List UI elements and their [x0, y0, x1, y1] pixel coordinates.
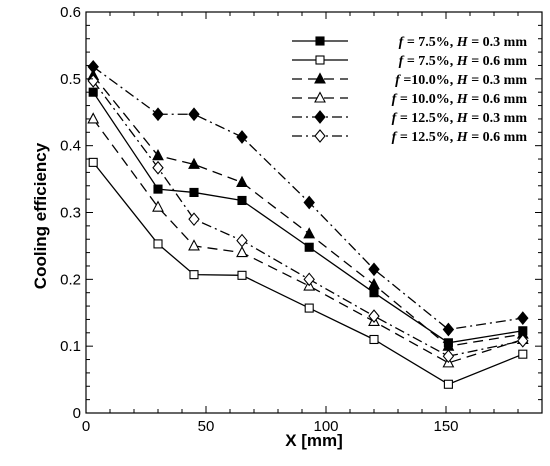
data-point — [236, 130, 248, 144]
y-axis-title: Cooling efficiency — [31, 142, 50, 289]
legend-label-1: f = 7.5%, H = 0.3 mm — [399, 35, 528, 50]
data-point — [152, 149, 164, 161]
data-point — [236, 233, 248, 248]
data-point — [304, 303, 314, 313]
legend-label-3: f =10.0%, H = 0.3 mm — [395, 73, 527, 88]
data-point — [442, 349, 455, 364]
data-point — [237, 270, 247, 280]
legend-marker-3 — [314, 72, 326, 84]
y-tick-label: 0.6 — [60, 4, 81, 21]
legend-label-6: f = 12.5%, H = 0.6 mm — [392, 130, 528, 145]
data-point — [368, 277, 380, 290]
legend-marker-6 — [314, 129, 326, 143]
legend-marker-4 — [314, 91, 326, 103]
data-point — [442, 322, 455, 337]
data-point — [303, 195, 315, 210]
data-point — [152, 160, 164, 175]
data-point — [303, 272, 315, 287]
series-line-2 — [92, 161, 524, 385]
x-axis-title: X [mm] — [285, 431, 343, 450]
data-point — [88, 87, 98, 97]
data-point — [153, 239, 163, 249]
data-point — [188, 157, 200, 169]
data-point — [153, 184, 163, 194]
legend-label-5: f = 12.5%, H = 0.3 mm — [392, 111, 528, 126]
data-point — [188, 107, 200, 122]
data-point — [87, 112, 100, 124]
series-line-5 — [92, 66, 523, 331]
legend-marker-2 — [315, 55, 325, 65]
data-point — [517, 333, 529, 348]
series-line-6 — [92, 80, 523, 357]
legend-marker-1 — [315, 36, 325, 46]
x-tick-label: 50 — [198, 418, 215, 435]
data-point — [369, 334, 379, 345]
data-point — [152, 200, 164, 212]
y-tick-label: 0.1 — [60, 338, 81, 355]
legend-label-4: f = 10.0%, H = 0.6 mm — [392, 92, 528, 107]
data-point — [189, 270, 199, 280]
data-point — [303, 227, 316, 239]
legend: f = 7.5%, H = 0.3 mm f = 7.5%, H = 0.6 mm… — [292, 35, 527, 145]
data-point — [368, 309, 380, 323]
data-point — [88, 157, 98, 167]
data-point — [443, 379, 453, 389]
y-tick-label: 0 — [73, 405, 81, 422]
axes: 0 50 100 150 0 0.1 0.2 0.3 0.4 0.5 0.6 — [60, 4, 542, 435]
data-point — [236, 245, 248, 258]
y-tick-label: 0.4 — [60, 138, 81, 155]
y-tick-label: 0.2 — [60, 271, 81, 288]
legend-marker-5 — [314, 110, 326, 124]
y-tick-label: 0.3 — [60, 205, 81, 222]
data-point — [237, 195, 247, 206]
data-point — [236, 175, 248, 187]
data-point — [188, 212, 200, 227]
data-point — [368, 262, 380, 277]
x-tick-label: 0 — [82, 418, 90, 435]
series-line-3 — [92, 75, 523, 347]
data-point — [188, 239, 200, 251]
x-tick-label: 100 — [313, 418, 338, 435]
legend-label-2: f = 7.5%, H = 0.6 mm — [399, 54, 528, 69]
series-lines — [92, 66, 524, 385]
data-point — [304, 242, 314, 252]
x-tick-label: 150 — [433, 418, 458, 435]
data-point — [517, 311, 529, 325]
data-point — [369, 288, 379, 298]
data-point — [518, 349, 528, 359]
series-markers — [87, 59, 529, 389]
data-point — [152, 107, 164, 122]
data-point — [87, 59, 99, 74]
series-line-1 — [92, 91, 523, 344]
y-tick-label: 0.5 — [60, 71, 81, 88]
series-line-4 — [92, 118, 523, 364]
data-point — [189, 187, 199, 197]
